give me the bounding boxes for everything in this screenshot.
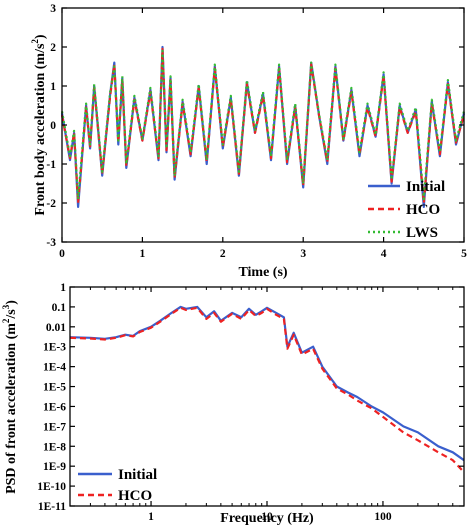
legend-label-initial-psd: Initial	[118, 467, 157, 483]
psd-chart-ylabel: PSD of front acceleration (m2/s3)	[1, 300, 19, 494]
series-line-initial	[60, 45, 466, 208]
psd-y-tick-label: 0.01	[46, 322, 66, 334]
x-tick-label: 1	[140, 248, 146, 260]
y-tick-label: -2	[46, 198, 56, 210]
y-tick-label: 0	[50, 120, 56, 132]
time-chart: 0 1 2 3 4 5 -3 -2 -1 0 1 2 3 Time (s) Front body acc…	[30, 3, 467, 280]
psd-y-tick-label: 1E-7	[43, 421, 66, 433]
time-chart-ticks: 0 1 2 3 4 5 -3 -2 -1 0 1 2 3	[46, 3, 467, 260]
psd-y-tick-label: 1E-9	[43, 461, 66, 473]
psd-y-tick-label: 1E-3	[43, 342, 66, 354]
time-chart-xlabel: Time (s)	[238, 265, 287, 280]
series-line-hco	[60, 47, 466, 205]
legend-label-lws: LWS	[406, 225, 438, 241]
y-tick-label: 2	[50, 42, 56, 54]
x-tick-label: 5	[461, 248, 467, 260]
psd-y-tick-label: 0.1	[52, 302, 67, 314]
psd-chart: 1 10 100 1 0.1 0.01 1E-3 1E-4 1E-5 1E-6 1E-7 1E-8 1E…	[1, 282, 465, 526]
psd-y-tick-label: 1E-4	[43, 362, 66, 374]
y-tick-label: 3	[50, 3, 56, 15]
psd-y-tick-label: 1E-10	[37, 481, 66, 493]
psd-y-tick-label: 1E-11	[38, 501, 66, 513]
legend-label-hco: HCO	[406, 202, 440, 218]
psd-y-tick-label: 1E-8	[43, 441, 66, 453]
psd-x-tick-label: 1	[148, 511, 154, 523]
x-tick-label: 4	[381, 248, 387, 260]
time-chart-legend: Initial HCO LWS	[368, 179, 445, 241]
psd-chart-xlabel: Frequency (Hz)	[220, 511, 314, 526]
x-tick-label: 0	[59, 248, 65, 260]
psd-x-tick-label: 100	[374, 511, 392, 523]
psd-y-tick-label: 1E-5	[43, 382, 66, 394]
x-tick-label: 3	[300, 248, 306, 260]
time-chart-frame	[61, 7, 465, 243]
psd-y-tick-label: 1E-6	[43, 401, 66, 413]
psd-y-tick-label: 1	[60, 282, 66, 294]
time-chart-ylabel: Front body acceleration (m/s2)	[30, 34, 48, 216]
psd-series-line-hco	[69, 306, 465, 473]
psd-chart-series	[69, 305, 465, 473]
psd-x-tick-label: 10	[261, 511, 273, 523]
x-tick-label: 2	[220, 248, 226, 260]
legend-label-hco-psd: HCO	[118, 488, 152, 504]
legend-label-initial: Initial	[406, 179, 445, 195]
time-chart-series	[60, 45, 466, 208]
y-tick-label: -3	[46, 237, 56, 249]
series-line-lws	[60, 49, 466, 201]
psd-series-line-initial	[69, 305, 465, 462]
y-tick-label: -1	[46, 159, 56, 171]
psd-chart-legend: Initial HCO	[78, 467, 157, 504]
y-tick-label: 1	[50, 81, 56, 93]
psd-chart-ticks: 1 10 100 1 0.1 0.01 1E-3 1E-4 1E-5 1E-6 1E-7 1E-8 1E…	[37, 282, 465, 523]
